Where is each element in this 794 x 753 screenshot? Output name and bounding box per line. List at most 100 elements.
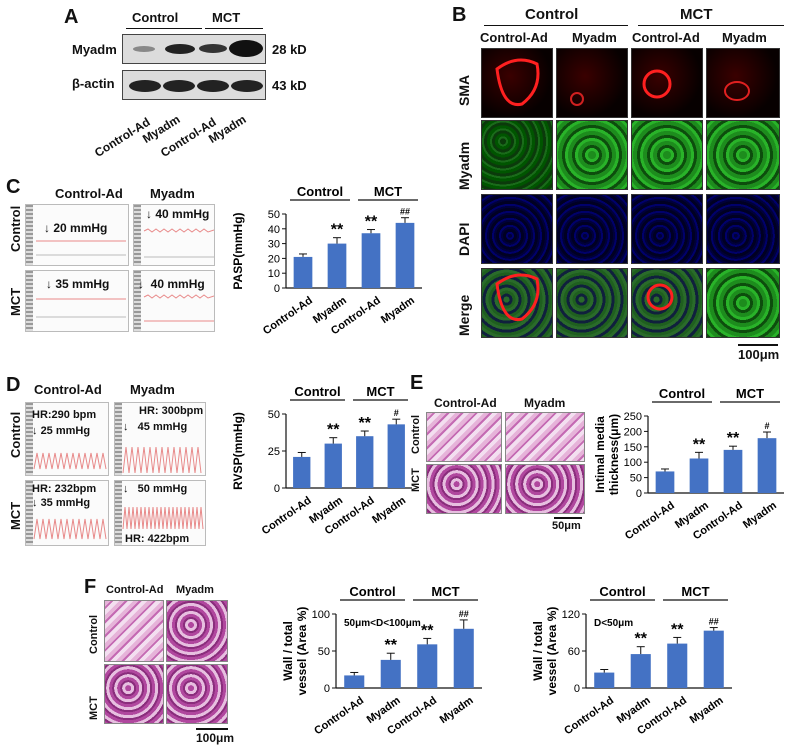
significance-marker: ** [635,631,648,648]
panel-label-c: C [6,176,21,198]
western-blot-actin [122,70,266,100]
pressure-trace: HR:290 bpm ↓ 25 mmHg [25,402,109,476]
col-label: Control-Ad [434,396,497,410]
group-label: MCT [366,384,394,399]
y-tick-label: 10 [268,268,280,280]
trace-label: HR: 232bpm [32,483,97,495]
x-tick-label: Myadm [438,694,476,726]
micrograph [505,464,585,514]
significance-marker: ** [727,430,740,447]
x-tick-label: Control-Ad [261,295,315,338]
col-label: Myadm [130,382,175,397]
blot-band [199,44,227,53]
bar [293,456,311,488]
bar [630,654,651,688]
group-line [484,25,628,26]
y-tick-label: 0 [324,683,330,695]
micrograph [556,268,628,338]
y-tick-label: 0 [636,488,642,500]
micrograph [706,268,780,338]
bar [344,675,365,688]
panel-label-b: B [452,4,467,26]
group-label: Control [297,184,343,199]
trace-label: HR: 300bpm [139,405,204,417]
bar-chart-pasp: 0 10 20 30 40 50 PASP(mmHg) Control MCT Control-A… [231,184,422,338]
panel-label-a: A [64,6,79,28]
bar [723,449,743,493]
x-tick-label: Control-Ad [260,495,314,538]
pressure-trace: ↓ 50 mmHg HR: 422bpm [114,480,206,546]
significance-marker: ** [359,415,372,432]
pressure-label: ↓ 35 mmHg [46,277,110,291]
pressure-label: ↓ 20 mmHg [44,221,108,235]
y-tick-label: 0 [574,683,580,695]
group-label: MCT [374,184,402,199]
col-label: Myadm [150,186,195,201]
y-tick-label: 150 [624,442,642,454]
pressure-trace: ↓ 40 mmHg [133,270,215,332]
group-label: MCT [431,584,459,599]
scale-bar [738,344,778,346]
trace-label: ↓ 35 mmHg [32,497,91,509]
group-label: Control [294,384,340,399]
bar [293,256,313,288]
bar [380,659,401,688]
row-label-mct: MCT [410,468,422,492]
row-label-sma: SMA [456,74,472,106]
panel-label-e: E [410,372,424,394]
row-label-control: Control [410,414,422,454]
y-axis-label: Wall / total [531,621,545,681]
micrograph [481,268,553,338]
blot-band [165,44,195,54]
significance-marker: # [394,408,399,418]
trace-label: ↓ 50 mmHg [123,483,188,495]
col-label: Control-Ad [34,382,102,397]
x-tick-label: Control-Ad [312,695,366,738]
row-label-mct: MCT [8,501,23,530]
row-label-control: Control [8,411,23,458]
bar [387,424,405,488]
panel-label-f: F [84,576,97,598]
row-label-myadm: Myadm [456,141,472,190]
scale-bar-label: 100μm [738,347,780,362]
y-tick-label: 0 [274,483,280,495]
panel-label-d: D [6,374,21,396]
col-label: Myadm [722,30,767,45]
bar [356,436,374,488]
chart-note: 50μm<D<100μm [344,618,421,629]
x-tick-label: Myadm [688,694,726,726]
micrograph [556,120,628,190]
x-tick-label: Myadm [741,499,779,531]
y-tick-label: 50 [318,646,330,658]
bar [689,458,709,493]
micrograph [481,194,553,264]
micrograph [104,664,164,724]
y-tick-label: 50 [630,473,642,485]
bar [594,672,615,688]
x-tick-label: Control-Ad [623,500,677,543]
significance-marker: ** [421,622,434,639]
blot-row-label-actin: β-actin [72,76,115,91]
row-label-dapi: DAPI [456,222,472,256]
micrograph [631,120,703,190]
y-tick-label: 50 [268,409,280,421]
y-axis-label: PASP(mmHg) [231,212,245,289]
y-tick-label: 20 [268,253,280,265]
col-label: Control-Ad [55,186,123,201]
micrograph [166,664,228,724]
x-tick-label: Myadm [370,494,408,526]
western-blot-myadm [122,34,266,64]
micrograph [631,194,703,264]
blot-row-label-myadm: Myadm [72,42,117,57]
y-tick-label: 100 [624,457,642,469]
group-label: Control [659,386,705,401]
significance-marker: ## [459,609,469,619]
blot-band [231,80,263,92]
blot-band [133,46,155,52]
col-label: Myadm [176,584,214,596]
trace-label: ↓ 45 mmHg [123,421,188,433]
y-axis-label: vessel (Area %) [545,607,559,696]
group-label: Control [599,584,645,599]
y-tick-label: 250 [624,411,642,423]
